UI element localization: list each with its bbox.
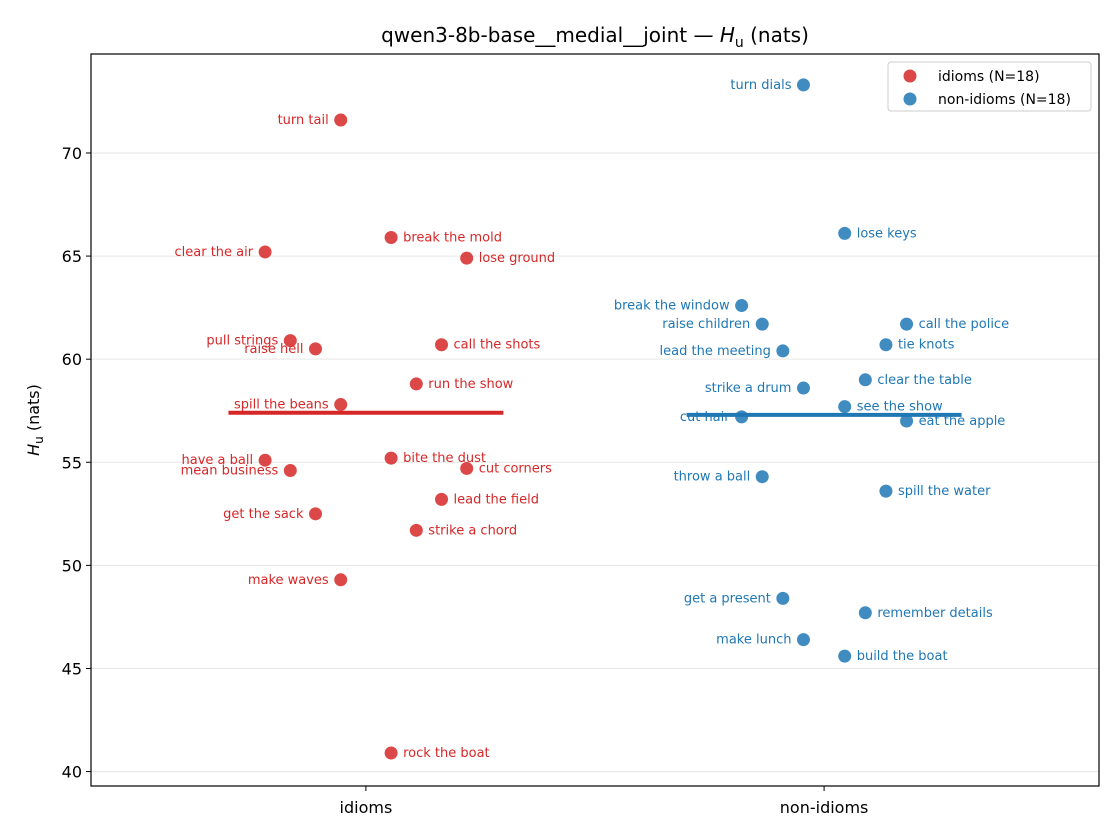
point-label-clear-the-table: clear the table <box>877 373 972 388</box>
x-tick-label-idioms: idioms <box>340 798 393 817</box>
point-label-bite-the-dust: bite the dust <box>403 451 486 466</box>
point-raise-hell <box>309 342 323 356</box>
point-tie-knots <box>879 338 893 352</box>
point-cut-hair <box>735 410 749 424</box>
point-turn-tail <box>334 113 348 127</box>
point-label-lead-the-field: lead the field <box>454 492 539 507</box>
point-label-turn-dials: turn dials <box>730 78 791 93</box>
point-clear-the-air <box>258 245 272 259</box>
point-label-tie-knots: tie knots <box>898 338 955 353</box>
point-label-spill-the-water: spill the water <box>898 484 991 499</box>
point-break-the-window <box>735 299 749 313</box>
point-label-call-the-shots: call the shots <box>454 338 541 353</box>
point-label-strike-a-chord: strike a chord <box>428 523 517 538</box>
point-get-the-sack <box>309 507 323 521</box>
point-remember-details <box>858 606 872 620</box>
point-eat-the-apple <box>900 414 914 428</box>
point-make-waves <box>334 573 348 587</box>
x-tick-label-non-idioms: non-idioms <box>780 798 869 817</box>
y-tick-label-55: 55 <box>62 453 82 472</box>
point-break-the-mold <box>384 231 398 245</box>
point-label-lose-keys: lose keys <box>857 226 917 241</box>
point-label-make-lunch: make lunch <box>716 633 791 648</box>
y-tick-label-50: 50 <box>62 556 82 575</box>
point-label-rock-the-boat: rock the boat <box>403 746 490 761</box>
point-label-throw-a-ball: throw a ball <box>674 470 751 485</box>
point-label-break-the-window: break the window <box>614 299 730 314</box>
legend-marker-idioms <box>903 69 917 83</box>
point-label-have-a-ball: have a ball <box>182 453 254 468</box>
y-tick-label-45: 45 <box>62 659 82 678</box>
point-make-lunch <box>796 633 810 647</box>
y-axis-label: Hu (nats) <box>24 384 46 456</box>
point-strike-a-drum <box>796 381 810 395</box>
plot-frame <box>90 53 1100 787</box>
point-label-build-the-boat: build the boat <box>857 649 948 664</box>
point-label-get-a-present: get a present <box>684 591 771 606</box>
point-clear-the-table <box>858 373 872 387</box>
point-labels: turn tail break the mold clear the air lose… <box>175 78 1010 761</box>
point-have-a-ball <box>258 453 272 467</box>
point-label-cut-hair: cut hair <box>680 410 730 425</box>
point-bite-the-dust <box>384 451 398 465</box>
point-lose-ground <box>460 251 474 265</box>
point-label-call-the-police: call the police <box>919 317 1010 332</box>
point-spill-the-beans <box>334 398 348 412</box>
point-label-turn-tail: turn tail <box>278 113 329 128</box>
point-label-cut-corners: cut corners <box>479 461 552 476</box>
y-tick-label-70: 70 <box>62 144 82 163</box>
data-points <box>258 78 914 760</box>
point-mean-business <box>283 464 297 478</box>
point-run-the-show <box>409 377 423 391</box>
chart-title: qwen3-8b-base__medial__joint — Hu (nats) <box>381 23 809 51</box>
point-turn-dials <box>796 78 810 92</box>
point-label-strike-a-drum: strike a drum <box>705 381 792 396</box>
point-call-the-shots <box>435 338 449 352</box>
point-lead-the-meeting <box>776 344 790 358</box>
point-label-lead-the-meeting: lead the meeting <box>660 344 771 359</box>
point-get-a-present <box>776 591 790 605</box>
point-pull-strings <box>283 334 297 348</box>
point-see-the-show <box>838 400 852 414</box>
point-label-raise-children: raise children <box>662 317 750 332</box>
point-label-lose-ground: lose ground <box>479 251 555 266</box>
point-label-eat-the-apple: eat the apple <box>919 414 1006 429</box>
point-cut-corners <box>460 461 474 475</box>
point-label-run-the-show: run the show <box>428 377 513 392</box>
point-rock-the-boat <box>384 746 398 760</box>
point-label-pull-strings: pull strings <box>206 334 278 349</box>
mean-lines <box>228 410 962 417</box>
point-label-mean-business: mean business <box>181 464 279 479</box>
point-spill-the-water <box>879 484 893 498</box>
point-label-spill-the-beans: spill the beans <box>234 398 329 413</box>
point-label-get-the-sack: get the sack <box>223 507 304 522</box>
legend-frame <box>887 61 1092 112</box>
point-lose-keys <box>838 226 852 240</box>
point-label-raise-hell: raise hell <box>244 342 303 357</box>
y-tick-label-40: 40 <box>62 763 82 782</box>
point-call-the-police <box>900 317 914 331</box>
point-label-see-the-show: see the show <box>857 400 943 415</box>
legend: idioms (N=18) non-idioms (N=18) <box>887 61 1092 112</box>
point-lead-the-field <box>435 492 449 506</box>
legend-label-non-idioms: non-idioms (N=18) <box>938 92 1071 108</box>
legend-label-idioms: idioms (N=18) <box>938 69 1040 85</box>
point-build-the-boat <box>838 649 852 663</box>
point-label-break-the-mold: break the mold <box>403 231 502 246</box>
point-strike-a-chord <box>409 523 423 537</box>
legend-marker-non-idioms <box>903 92 917 106</box>
point-label-clear-the-air: clear the air <box>175 245 254 260</box>
y-tick-label-60: 60 <box>62 350 82 369</box>
axes: 40 45 50 55 60 65 70 idioms non-idioms <box>62 144 869 817</box>
point-label-make-waves: make waves <box>248 573 329 588</box>
point-raise-children <box>755 317 769 331</box>
point-label-remember-details: remember details <box>877 606 993 621</box>
point-throw-a-ball <box>755 470 769 484</box>
y-tick-label-65: 65 <box>62 247 82 266</box>
